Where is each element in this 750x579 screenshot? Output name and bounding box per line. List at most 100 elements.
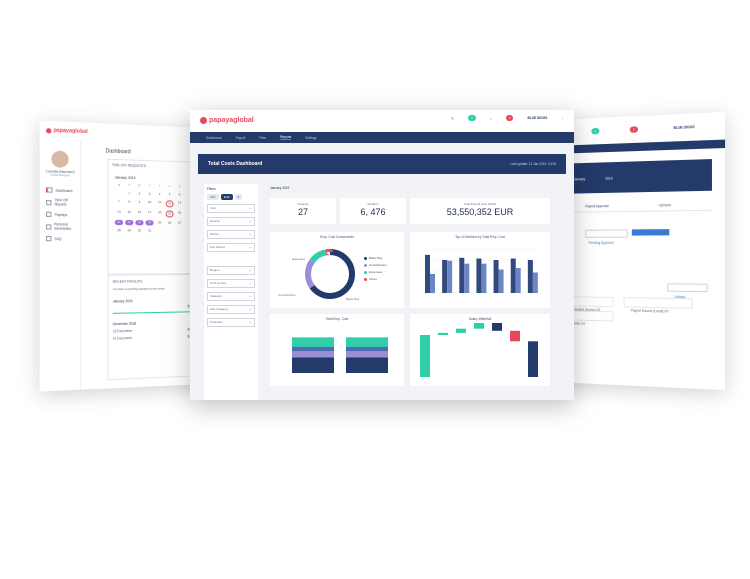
jan-payslip-row[interactable]: $7,150.00 — [113, 304, 201, 314]
kpi-label: Total Payroll Cost (EUR) — [410, 202, 550, 206]
legend-swatch — [364, 278, 367, 281]
calendar-day[interactable]: 1 — [125, 191, 133, 196]
document-icon — [46, 212, 51, 217]
status-select[interactable]: Pending Approval — [585, 229, 627, 237]
calendar-day[interactable]: 24 — [146, 220, 154, 225]
currency-option[interactable]: ANY — [207, 194, 219, 200]
sidebar-item[interactable]: Payslips — [46, 212, 80, 218]
calendar-day[interactable]: 14 — [115, 210, 123, 215]
tab-payroll-approval[interactable]: Payroll Approval — [585, 204, 608, 208]
calendar-day[interactable]: 12 — [166, 200, 174, 207]
calendar-day[interactable]: 20 — [176, 211, 184, 216]
calendar-day[interactable] — [115, 191, 123, 196]
calendar-day[interactable]: 10 — [146, 200, 154, 205]
review-approve-button[interactable]: Review & Approve — [632, 229, 669, 235]
calendar-day[interactable]: 30 — [135, 228, 143, 233]
avatar — [51, 150, 68, 167]
reports-dashboard-window: papayaglobal ✎ 1 ♪ 2 BLUE DIGGS ⌄ Dashbo… — [190, 110, 574, 400]
calendar-day[interactable]: 3 — [146, 192, 154, 197]
nav-tab-reports[interactable]: Reports — [280, 135, 291, 140]
period-bar: 01 - January 2019 — [558, 159, 712, 194]
legend-swatch — [364, 271, 367, 274]
calendar-day[interactable]: 21 — [115, 220, 123, 225]
filter-select[interactable]: Cost Center — [207, 279, 255, 288]
chevron-down-icon[interactable]: ⌄ — [561, 116, 564, 120]
calendar-day[interactable]: 6 — [176, 192, 184, 197]
calendar-day[interactable]: 11 — [156, 200, 164, 205]
sidebar-item[interactable]: FAQ — [46, 236, 80, 241]
company-name[interactable]: BLUE DIGGS — [673, 125, 694, 130]
currency-option[interactable]: EUR — [221, 194, 233, 200]
calendar-day[interactable] — [156, 229, 164, 234]
calendar-day[interactable]: 13 — [176, 200, 184, 205]
header-actions: ✎ 1 ♪ 2 BLUE DIGGS ⌄ — [451, 115, 564, 121]
notification-badge-2[interactable]: 2 — [506, 115, 514, 121]
waterfall-bar — [420, 335, 430, 377]
dec-payslip-row-2[interactable]: 31 December $3,755.00 — [113, 334, 201, 341]
sidebar-item[interactable]: Personal Information — [46, 222, 80, 231]
calendar-day[interactable]: 28 — [115, 228, 123, 233]
notification-badge-2[interactable]: 2 — [630, 126, 638, 133]
company-name[interactable]: BLUE DIGGS — [527, 116, 547, 120]
stack-segment — [346, 351, 388, 357]
last-update: Last update: 11 Jan 2019, 13:45 — [511, 162, 557, 166]
donut-callout: Basic Pay — [346, 297, 360, 301]
filter-select[interactable]: Sub Category — [207, 305, 255, 314]
filter-select[interactable]: Region — [207, 266, 255, 275]
sidebar-item-label: FAQ — [55, 237, 62, 241]
calendar-day[interactable]: 7 — [115, 199, 123, 204]
period-label: January 2019 — [270, 186, 289, 190]
calendar-day[interactable]: 19 — [166, 210, 174, 217]
filter-select[interactable]: Overview — [207, 318, 255, 327]
upload-button[interactable]: Upload — [667, 283, 708, 292]
nav-tab-dashboard[interactable]: Dashboard — [206, 136, 222, 140]
stack-segment — [346, 347, 388, 352]
nav-tab-payroll[interactable]: Payroll — [236, 136, 246, 140]
calendar-day[interactable]: 22 — [125, 220, 133, 225]
filter-select[interactable]: Period — [207, 230, 255, 239]
year-select[interactable]: 2019 — [605, 176, 612, 180]
calendar-day[interactable]: 4 — [156, 192, 164, 197]
sidebar-item[interactable]: Dashboard — [46, 187, 80, 193]
calendar-day[interactable] — [166, 229, 174, 234]
calendar-day[interactable]: 27 — [176, 221, 184, 226]
calendar-day[interactable]: 25 — [156, 220, 164, 225]
bar — [511, 259, 516, 293]
calendar-day[interactable]: 23 — [135, 220, 143, 225]
calendar-day[interactable]: 17 — [146, 210, 154, 215]
currency-option[interactable]: $ — [235, 194, 243, 200]
filter-select[interactable]: Year — [207, 204, 255, 213]
calendar-day[interactable]: 31 — [146, 228, 154, 233]
currency-toggle[interactable]: ANY EUR $ — [207, 194, 255, 200]
nav-tab-settings[interactable]: Settings — [305, 136, 317, 140]
calendar-day[interactable]: 2 — [135, 191, 143, 196]
bell-icon[interactable]: ♪ — [490, 116, 492, 121]
calendar-day[interactable]: 5 — [166, 192, 174, 197]
pin-icon[interactable]: ✎ — [451, 116, 454, 121]
legend-swatch — [364, 257, 367, 260]
filter-fields: Year Quarter Period Pay Period Region Cost Ce… — [204, 204, 258, 327]
tab-uploads[interactable]: Uploads — [659, 203, 671, 207]
donut-callout: Contributions — [278, 293, 296, 297]
chart-title: Salary Waterfall — [410, 314, 550, 321]
bar — [533, 272, 538, 293]
calendar-day[interactable]: 9 — [135, 200, 143, 205]
calendar-day[interactable]: 8 — [125, 199, 133, 204]
papaya-logo-icon — [46, 128, 51, 134]
file-item[interactable]: Payroll Source (Local).XX — [624, 297, 693, 309]
calendar-day[interactable]: 18 — [156, 210, 164, 215]
calendar-day[interactable]: 16 — [135, 210, 143, 215]
brand-logo[interactable]: papayaglobal — [46, 127, 88, 135]
filter-select[interactable]: Category — [207, 292, 255, 301]
filter-select[interactable]: Quarter — [207, 217, 255, 226]
calendar-day[interactable]: 15 — [125, 210, 133, 215]
notification-badge-1[interactable]: 1 — [468, 115, 476, 121]
filter-select[interactable]: Pay Period — [207, 243, 255, 252]
nav-tab-files[interactable]: Files — [259, 136, 266, 140]
notification-badge-1[interactable]: 1 — [591, 128, 599, 134]
calendar-day[interactable]: 26 — [166, 220, 174, 225]
calendar-day[interactable]: 29 — [125, 228, 133, 233]
dec-payslip-row-1[interactable]: 15 December $3,755.00 — [113, 327, 201, 333]
sidebar-item[interactable]: Time Off Reports — [46, 198, 80, 207]
brand-logo[interactable]: papayaglobal — [200, 117, 254, 124]
